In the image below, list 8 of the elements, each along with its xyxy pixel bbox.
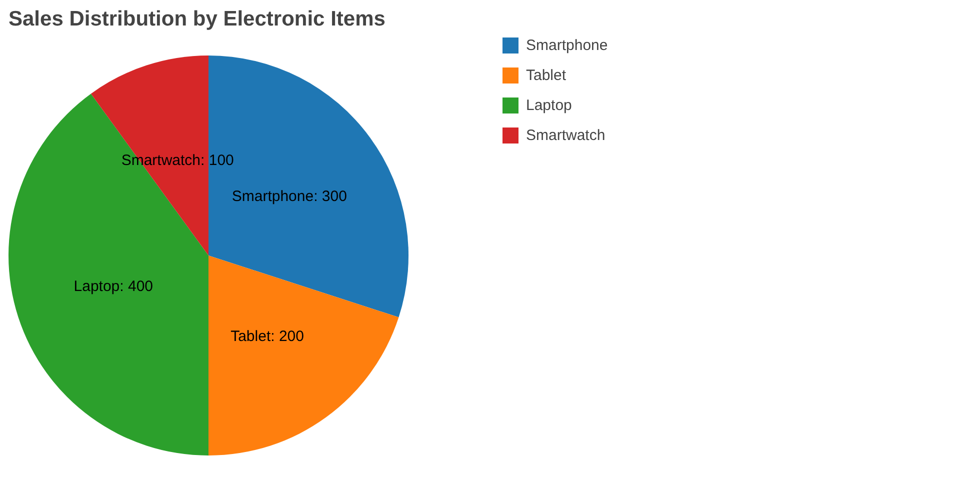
data-label: Laptop: 400 xyxy=(74,278,154,295)
legend-label: Tablet xyxy=(526,66,566,85)
legend-label: Laptop xyxy=(526,96,572,115)
chart-title: Sales Distribution by Electronic Items xyxy=(8,8,386,30)
data-label: Tablet: 200 xyxy=(230,328,304,345)
legend-label: Smartphone xyxy=(526,36,608,55)
data-label: Smartphone: 300 xyxy=(232,188,347,206)
legend-label: Smartwatch xyxy=(526,126,606,145)
